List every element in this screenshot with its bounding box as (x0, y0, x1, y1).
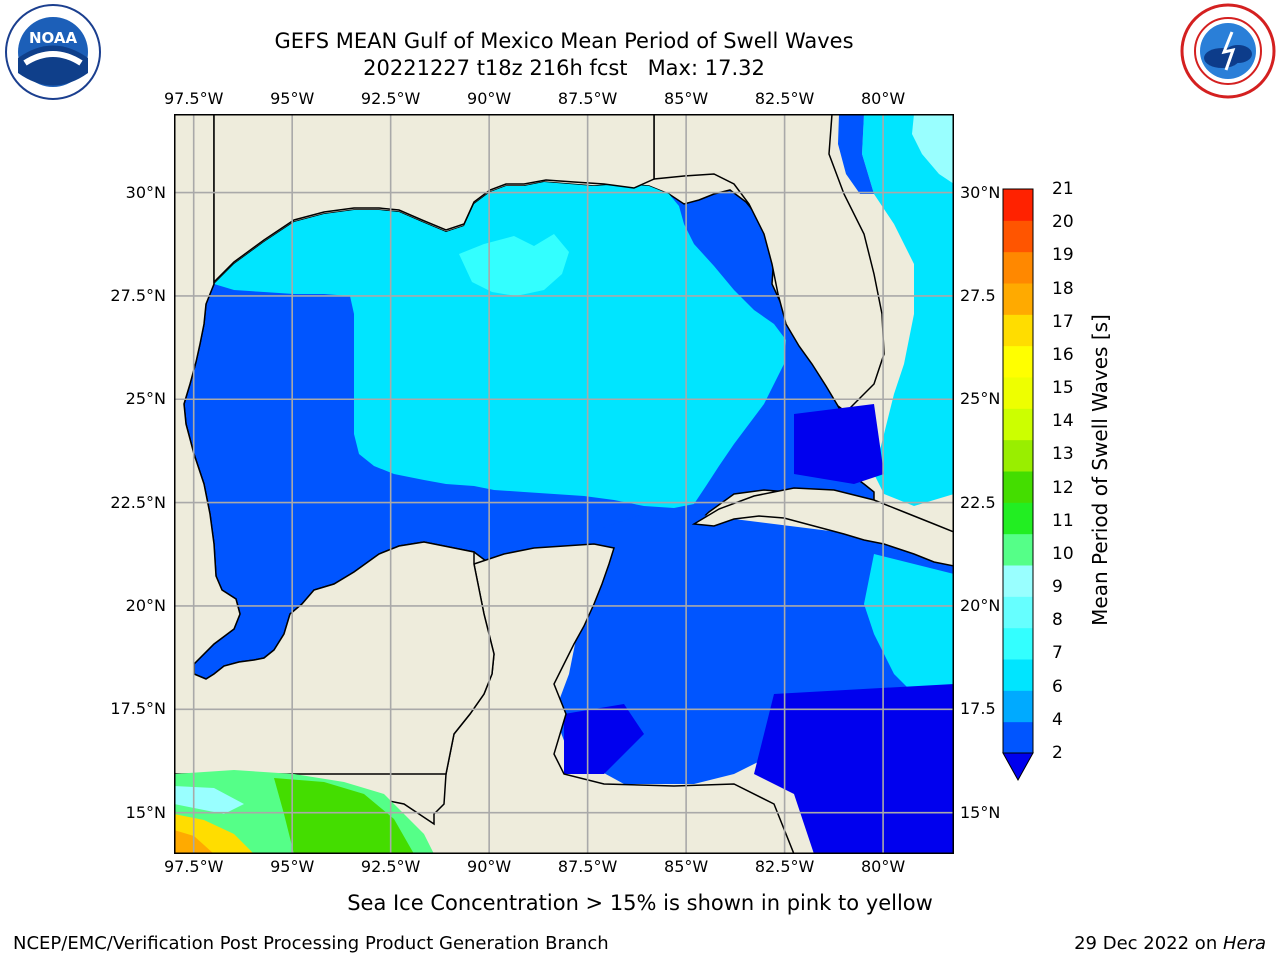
colorbar-tick-label: 4 (1052, 709, 1063, 730)
lon-tick-label: 85°W (664, 89, 709, 108)
colorbar-tick-label: 20 (1052, 212, 1074, 233)
colorbar-swatch (1003, 439, 1033, 472)
colorbar-swatch (1003, 596, 1033, 629)
chart-subtitle: 20221227 t18z 216h fcst Max: 17.32 (363, 56, 765, 80)
colorbar-tick-label: 11 (1052, 510, 1074, 531)
svg-text:NOAA: NOAA (29, 29, 78, 47)
footer-date-text: 29 Dec 2022 on (1074, 933, 1223, 954)
colorbar-swatch (1003, 659, 1033, 691)
colorbar-tick-label: 21 (1052, 179, 1074, 199)
colorbar-tick-label: 8 (1052, 610, 1063, 631)
caribbean-below-2s-south (564, 704, 644, 774)
lat-tick-label: 30°N (960, 182, 1001, 202)
lat-tick-label: 20°N (960, 595, 1001, 615)
lon-tick-label: 97.5°W (163, 89, 224, 108)
lat-tick-label: 25°N (125, 389, 166, 409)
colorbar-swatch (1003, 565, 1033, 597)
pacific-12s-field (274, 778, 414, 854)
sea-ice-note: Sea Ice Concentration > 15% is shown in … (347, 891, 933, 915)
footer-branch: NCEP/EMC/Verification Post Processing Pr… (13, 933, 609, 954)
lon-tick-label: 82.5°W (754, 89, 815, 108)
colorbar-tick-label: 19 (1052, 245, 1074, 266)
gulf-4-6s-field (214, 182, 786, 508)
colorbar-tick-label: 14 (1052, 411, 1074, 432)
atlantic-6-8s-field (862, 114, 954, 506)
lat-tick-label: 27.5 (960, 285, 996, 305)
colorbar-label: Mean Period of Swell Waves [s] (1088, 314, 1112, 626)
gulf-6-7s-patch (459, 234, 569, 296)
colorbar-swatch (1003, 345, 1033, 378)
lon-tick-label: 92.5°W (360, 857, 421, 876)
footer-machine: Hera (1222, 933, 1266, 954)
chart-title: GEFS MEAN Gulf of Mexico Mean Period of … (274, 29, 854, 53)
lon-tick-label: 82.5°W (754, 857, 815, 876)
lon-tick-label: 90°W (467, 89, 512, 108)
northern-gulf-coast (213, 114, 655, 284)
colorbar-swatch (1003, 220, 1033, 253)
noaa-logo: NOAA (3, 3, 103, 101)
lat-tick-label: 30°N (125, 182, 166, 202)
colorbar-swatch (1003, 283, 1033, 315)
atlantic-8-9s-patch (912, 114, 954, 184)
lon-tick-label: 80°W (860, 89, 906, 108)
colorbar-tick-label: 17 (1052, 311, 1074, 332)
colorbar-extend-below (1002, 752, 1034, 782)
lon-tick-label: 87.5°W (557, 857, 618, 876)
colorbar-swatch (1003, 408, 1033, 441)
mexico-west-coast (174, 114, 495, 775)
colorbar-swatch (1003, 627, 1033, 660)
lat-tick-label: 22.5 (960, 492, 996, 512)
lon-tick-label: 80°W (860, 857, 906, 876)
lat-tick-label: 25°N (960, 389, 1001, 409)
colorbar-tick-label: 6 (1052, 676, 1063, 697)
footer-date: 29 Dec 2022 on Hera (1074, 933, 1266, 954)
colorbar-swatch (1003, 533, 1033, 566)
lon-tick-label: 97.5°W (163, 857, 224, 876)
colorbar (1002, 188, 1034, 782)
caribbean-below-2s (754, 684, 954, 854)
pacific-8s-field (174, 786, 244, 814)
colorbar-swatch (1003, 314, 1033, 347)
lat-tick-label: 15°N (125, 802, 166, 822)
colorbar-tick-label: 9 (1052, 577, 1063, 598)
lon-tick-label: 90°W (467, 857, 512, 876)
lat-tick-label: 20°N (125, 595, 166, 615)
lon-tick-label: 95°W (270, 857, 315, 876)
map-frame (174, 114, 954, 854)
lat-tick-label: 22.5°N (110, 492, 166, 512)
map-panel (174, 114, 954, 854)
colorbar-tick-label: 15 (1052, 378, 1074, 399)
nws-logo (1178, 2, 1278, 100)
lon-tick-label: 85°W (664, 857, 709, 876)
colorbar-swatch (1003, 471, 1033, 503)
lon-tick-label: 92.5°W (360, 89, 421, 108)
caribbean-4-6s-east (864, 554, 954, 704)
colorbar-tick-label: 16 (1052, 344, 1074, 365)
colorbar-swatch (1003, 721, 1033, 754)
graticule (174, 114, 954, 854)
colorbar-swatch (1003, 251, 1033, 284)
lat-tick-label: 15°N (960, 802, 1001, 822)
colorbar-tick-label: 13 (1052, 444, 1074, 465)
colorbar-swatch (1003, 502, 1033, 535)
colorbar-tick-label: 2 (1052, 743, 1063, 763)
colorbar-swatch (1003, 377, 1033, 409)
cuba (691, 487, 954, 567)
lon-tick-label: 95°W (270, 89, 315, 108)
lat-tick-label: 17.5 (960, 699, 996, 719)
colorbar-tick-label: 12 (1052, 477, 1074, 498)
atlantic-2-4s-edge (838, 114, 874, 194)
colorbar-swatch (1003, 189, 1033, 221)
lat-tick-label: 17.5°N (110, 699, 166, 719)
colorbar-tick-label: 7 (1052, 643, 1063, 664)
florida-straits-below-2s (794, 404, 884, 484)
colorbar-swatch (1003, 690, 1033, 723)
lat-tick-label: 27.5°N (110, 285, 166, 305)
colorbar-tick-label: 18 (1052, 278, 1074, 299)
colorbar-tick-label: 10 (1052, 543, 1074, 564)
lon-tick-label: 87.5°W (557, 89, 618, 108)
